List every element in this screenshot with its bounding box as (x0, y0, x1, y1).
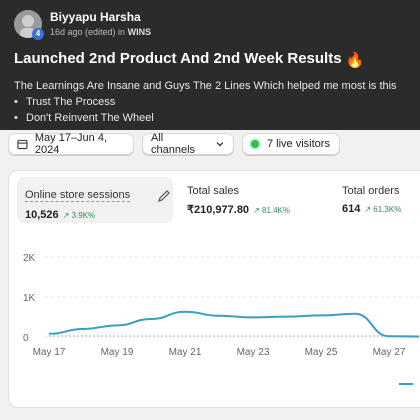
bullet-item: Don't Reinvent The Wheel (14, 110, 397, 126)
sessions-series-line (48, 310, 419, 338)
metric-delta: ↗ 3.9K% (62, 211, 96, 220)
legend-swatch (399, 383, 413, 385)
post-body-text: The Learnings Are Insane and Guys The 2 … (14, 80, 397, 92)
metric-number: 10,526 (25, 209, 59, 221)
date-range-label: May 17–Jun 4, 2024 (34, 132, 108, 156)
x-tick-label: May 19 (101, 347, 134, 358)
channels-label: All channels (151, 132, 196, 156)
analytics-card: Online store sessions 10,526 ↗ 3.9K% Tota… (8, 170, 420, 408)
bullet-list: Trust The Process Don't Reinvent The Whe… (14, 94, 397, 126)
chevron-down-icon (216, 142, 224, 147)
edit-pencil-icon[interactable] (157, 189, 171, 203)
post-title-text: Launched 2nd Product And 2nd Week Result… (14, 50, 342, 67)
metric-total-sales[interactable]: Total sales ₹210,977.80 ↗ 81.4K% (179, 177, 329, 223)
post-header: 4 Biyyapu Harsha 16d ago (edited) in WIN… (0, 0, 420, 130)
metric-label: Total sales (187, 185, 239, 197)
level-badge: 4 (32, 28, 44, 40)
post-meta-time: 16d ago (edited) in (50, 27, 126, 37)
x-tick-label: May 21 (169, 347, 202, 358)
live-dot-icon (251, 140, 259, 148)
live-visitors-button[interactable]: 7 live visitors (242, 133, 340, 155)
metric-delta: ↗ 81.4K% (253, 206, 291, 215)
x-tick-label: May 27 (373, 347, 406, 358)
fire-icon: 🔥 (345, 52, 365, 69)
metric-number: ₹210,977.80 (187, 204, 250, 216)
y-tick-label: 2K (23, 253, 36, 264)
y-tick-label: 1K (23, 293, 36, 304)
metric-sessions[interactable]: Online store sessions 10,526 ↗ 3.9K% (17, 177, 173, 223)
metric-delta: ↗ 61.3K% (364, 205, 402, 214)
date-range-button[interactable]: May 17–Jun 4, 2024 (8, 132, 134, 156)
post-title: Launched 2nd Product And 2nd Week Result… (14, 50, 364, 69)
metric-label: Online store sessions (25, 189, 131, 202)
metric-number: 614 (342, 203, 361, 215)
metric-value: ₹210,977.80 ↗ 81.4K% (187, 203, 321, 216)
live-visitors-label: 7 live visitors (267, 138, 330, 150)
avatar[interactable] (14, 10, 42, 38)
analytics-toolbar: May 17–Jun 4, 2024 All channels 7 live v… (0, 130, 420, 164)
metric-value: 10,526 ↗ 3.9K% (25, 209, 165, 221)
x-tick-label: May 23 (237, 347, 270, 358)
metric-value: 614 ↗ 61.3K% (342, 203, 420, 215)
post-meta: 16d ago (edited) in WINS (50, 27, 151, 37)
x-tick-label: May 25 (305, 347, 338, 358)
author-name[interactable]: Biyyapu Harsha (50, 10, 141, 24)
x-tick-label: May 17 (33, 347, 66, 358)
metric-label: Total orders (342, 185, 400, 197)
sessions-line-chart: 2K 1K 0 May 17 May 19 May 21 May 23 May 25 May 2… (23, 253, 419, 358)
community-link[interactable]: WINS (127, 27, 152, 37)
bullet-item: Trust The Process (14, 94, 397, 110)
y-tick-label: 0 (23, 333, 29, 344)
calendar-icon (17, 139, 28, 150)
metric-total-orders[interactable]: Total orders 614 ↗ 61.3K% (334, 177, 420, 223)
post-body: The Learnings Are Insane and Guys The 2 … (14, 78, 397, 126)
channels-dropdown[interactable]: All channels (142, 132, 234, 156)
